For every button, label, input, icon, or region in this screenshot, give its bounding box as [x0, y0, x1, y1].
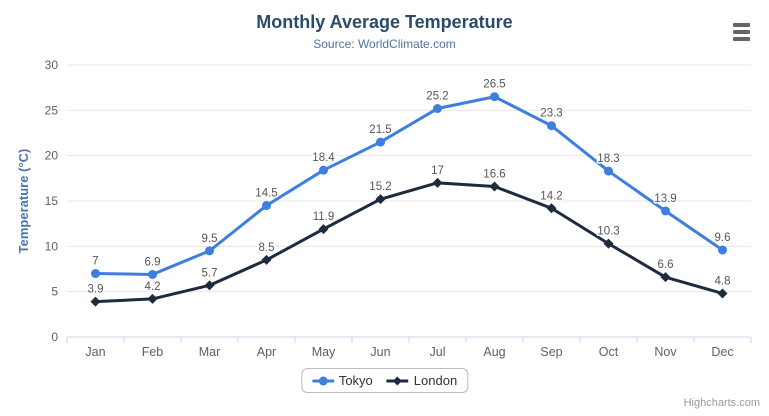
data-label-london: 15.2	[369, 181, 391, 193]
data-point-tokyo[interactable]	[376, 137, 385, 147]
x-axis-category-label: Nov	[654, 345, 677, 359]
data-point-london[interactable]	[147, 293, 158, 304]
data-point-london[interactable]	[660, 272, 671, 283]
x-axis-category-label: Oct	[599, 345, 619, 359]
x-axis-category-label: May	[312, 345, 336, 359]
data-label-london: 11.9	[313, 211, 335, 223]
data-label-london: 17	[431, 165, 444, 177]
data-point-tokyo[interactable]	[91, 269, 100, 279]
legend-label-london: London	[413, 373, 458, 388]
data-label-tokyo: 18.4	[312, 152, 335, 164]
legend-item-tokyo[interactable]: Tokyo	[311, 373, 373, 388]
data-label-london: 3.9	[88, 284, 104, 296]
data-point-london[interactable]	[432, 177, 443, 188]
data-point-tokyo[interactable]	[205, 246, 214, 256]
data-label-tokyo: 23.3	[540, 108, 562, 120]
data-label-london: 10.3	[597, 226, 619, 238]
data-label-tokyo: 14.5	[255, 188, 277, 200]
tokyo-circle-marker-icon	[311, 376, 334, 385]
data-label-tokyo: 18.3	[597, 153, 619, 165]
data-label-london: 5.7	[202, 267, 218, 279]
y-axis-tick-label: 30	[45, 58, 59, 72]
data-point-tokyo[interactable]	[148, 269, 157, 279]
data-point-london[interactable]	[717, 288, 728, 299]
data-point-tokyo[interactable]	[262, 201, 271, 211]
london-diamond-marker-icon	[386, 376, 409, 385]
data-point-london[interactable]	[375, 194, 386, 205]
y-axis-tick-label: 0	[51, 330, 58, 344]
x-axis-category-label: Jun	[370, 345, 390, 359]
x-axis-category-label: Aug	[483, 345, 505, 359]
y-axis-tick-label: 5	[51, 285, 58, 299]
y-axis-tick-label: 15	[45, 194, 59, 208]
data-label-tokyo: 26.5	[483, 79, 505, 91]
series-line-london	[94, 181, 724, 304]
chart-title: Monthly Average Temperature	[256, 12, 513, 32]
data-label-tokyo: 9.6	[715, 232, 731, 244]
data-point-tokyo[interactable]	[547, 121, 556, 131]
data-label-london: 4.2	[145, 281, 161, 293]
data-label-tokyo: 25.2	[426, 91, 448, 103]
data-point-london[interactable]	[489, 181, 500, 192]
y-axis-title: Temperature (°C)	[16, 149, 31, 254]
x-axis-category-label: Jul	[430, 345, 446, 359]
data-label-london: 16.6	[483, 168, 505, 180]
x-axis-category-label: Mar	[199, 345, 221, 359]
data-point-tokyo[interactable]	[661, 206, 670, 216]
data-label-tokyo: 7	[92, 256, 98, 268]
highcharts-credit[interactable]: Highcharts.com	[683, 397, 760, 409]
data-point-london[interactable]	[603, 238, 614, 249]
data-label-tokyo: 21.5	[369, 124, 391, 136]
hamburger-icon	[733, 30, 750, 34]
y-axis-tick-label: 10	[45, 239, 59, 253]
data-label-tokyo: 13.9	[654, 193, 676, 205]
data-label-tokyo: 9.5	[202, 233, 218, 245]
series-line-tokyo	[94, 95, 724, 276]
export-menu-button[interactable]	[733, 21, 750, 43]
legend-item-london[interactable]: London	[386, 373, 458, 388]
legend-label-tokyo: Tokyo	[338, 373, 373, 388]
data-point-london[interactable]	[204, 280, 215, 291]
data-point-tokyo[interactable]	[433, 104, 442, 114]
data-label-tokyo: 6.9	[145, 256, 161, 268]
data-label-london: 8.5	[259, 242, 275, 254]
data-label-london: 14.2	[540, 190, 562, 202]
data-point-tokyo[interactable]	[718, 245, 727, 255]
data-point-london[interactable]	[261, 254, 272, 265]
x-axis-category-label: Dec	[711, 345, 733, 359]
data-label-london: 6.6	[658, 259, 674, 271]
data-point-tokyo[interactable]	[490, 92, 499, 102]
data-point-london[interactable]	[318, 224, 329, 235]
y-axis-tick-label: 25	[45, 103, 59, 117]
data-point-tokyo[interactable]	[604, 166, 613, 176]
data-point-tokyo[interactable]	[319, 165, 328, 175]
x-axis-category-label: Feb	[142, 345, 164, 359]
hamburger-icon	[733, 37, 750, 41]
y-axis-tick-label: 20	[45, 149, 59, 163]
x-axis-category-label: Apr	[257, 345, 276, 359]
legend: Tokyo London	[300, 368, 469, 393]
x-axis-category-label: Sep	[540, 345, 562, 359]
x-axis-category-label: Jan	[85, 345, 105, 359]
data-point-london[interactable]	[90, 296, 101, 307]
data-point-london[interactable]	[546, 203, 557, 214]
chart-subtitle: Source: WorldClimate.com	[313, 37, 456, 51]
hamburger-icon	[733, 23, 750, 27]
data-label-london: 4.8	[715, 275, 731, 287]
